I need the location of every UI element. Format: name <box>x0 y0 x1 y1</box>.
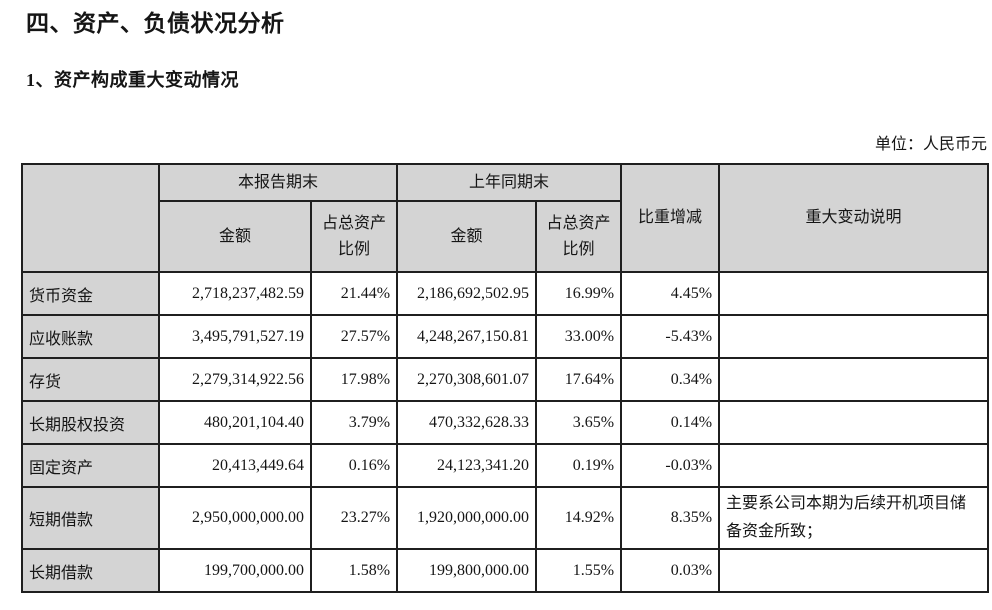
ratio-current-cell: 3.79% <box>309 400 399 445</box>
table-row: 货币资金 2,718,237,482.59 21.44% 2,186,692,5… <box>21 271 990 316</box>
amount-prior-cell: 2,186,692,502.95 <box>396 271 538 316</box>
ratio-current-cell: 0.16% <box>309 443 399 488</box>
header-ratio-prior: 占总资产比例 <box>535 200 623 273</box>
amount-prior-cell: 470,332,628.33 <box>396 400 538 445</box>
table-row: 长期借款 199,700,000.00 1.58% 199,800,000.00… <box>21 548 990 593</box>
amount-current-cell: 199,700,000.00 <box>158 548 312 593</box>
header-amount-current: 金额 <box>158 200 312 273</box>
note-cell: 主要系公司本期为后续开机项目储备资金所致； <box>718 486 990 550</box>
subsection-title: 1、资产构成重大变动情况 <box>26 70 239 90</box>
amount-current-cell: 480,201,104.40 <box>158 400 312 445</box>
change-cell: 0.14% <box>620 400 721 445</box>
asset-composition-table: 本报告期末 上年同期末 比重增减 重大变动说明 金额 占总资产比例 金额 占总资… <box>21 163 990 593</box>
table-row: 存货 2,279,314,922.56 17.98% 2,270,308,601… <box>21 357 990 402</box>
row-label-cell: 长期股权投资 <box>21 400 160 445</box>
corner-header-cell <box>21 163 160 273</box>
note-cell <box>718 400 990 445</box>
note-cell <box>718 357 990 402</box>
header-note: 重大变动说明 <box>718 163 990 273</box>
note-cell <box>718 548 990 593</box>
row-label-cell: 货币资金 <box>21 271 160 316</box>
note-cell <box>718 314 990 359</box>
amount-current-cell: 2,950,000,000.00 <box>158 486 312 550</box>
header-row-subcolumns: 金额 占总资产比例 金额 占总资产比例 <box>22 200 988 273</box>
amount-prior-cell: 4,248,267,150.81 <box>396 314 538 359</box>
amount-prior-cell: 24,123,341.20 <box>396 443 538 488</box>
ratio-prior-cell: 3.65% <box>535 400 623 445</box>
ratio-prior-cell: 33.00% <box>535 314 623 359</box>
amount-prior-cell: 199,800,000.00 <box>396 548 538 593</box>
header-ratio-current: 占总资产比例 <box>309 200 399 273</box>
ratio-current-cell: 17.98% <box>309 357 399 402</box>
change-cell: 8.35% <box>620 486 721 550</box>
ratio-prior-cell: 16.99% <box>535 271 623 316</box>
change-cell: 0.03% <box>620 548 721 593</box>
ratio-current-cell: 1.58% <box>309 548 399 593</box>
header-change: 比重增减 <box>620 163 721 273</box>
table-row: 应收账款 3,495,791,527.19 27.57% 4,248,267,1… <box>21 314 990 359</box>
header-amount-prior: 金额 <box>396 200 538 273</box>
row-label-cell: 固定资产 <box>21 443 160 488</box>
row-label-cell: 短期借款 <box>21 486 160 550</box>
ratio-prior-cell: 17.64% <box>535 357 623 402</box>
ratio-prior-cell: 14.92% <box>535 486 623 550</box>
amount-prior-cell: 2,270,308,601.07 <box>396 357 538 402</box>
change-cell: -5.43% <box>620 314 721 359</box>
amount-current-cell: 2,718,237,482.59 <box>158 271 312 316</box>
table-row: 固定资产 20,413,449.64 0.16% 24,123,341.20 0… <box>21 443 990 488</box>
ratio-current-cell: 21.44% <box>309 271 399 316</box>
change-cell: 4.45% <box>620 271 721 316</box>
ratio-prior-cell: 1.55% <box>535 548 623 593</box>
table-row: 短期借款 2,950,000,000.00 23.27% 1,920,000,0… <box>21 486 990 550</box>
table-row: 长期股权投资 480,201,104.40 3.79% 470,332,628.… <box>21 400 990 445</box>
note-cell <box>718 443 990 488</box>
row-label-cell: 存货 <box>21 357 160 402</box>
header-row-groups: 本报告期末 上年同期末 比重增减 重大变动说明 <box>21 163 990 273</box>
amount-prior-cell: 1,920,000,000.00 <box>396 486 538 550</box>
amount-current-cell: 3,495,791,527.19 <box>158 314 312 359</box>
note-cell <box>718 271 990 316</box>
header-current-period: 本报告期末 <box>157 163 399 202</box>
change-cell: 0.34% <box>620 357 721 402</box>
ratio-prior-cell: 0.19% <box>535 443 623 488</box>
ratio-current-cell: 27.57% <box>309 314 399 359</box>
ratio-current-cell: 23.27% <box>309 486 399 550</box>
row-label-cell: 应收账款 <box>21 314 160 359</box>
amount-current-cell: 20,413,449.64 <box>158 443 312 488</box>
currency-unit-label: 单位：人民币元 <box>874 136 987 153</box>
section-title: 四、资产、负债状况分析 <box>26 11 285 36</box>
amount-current-cell: 2,279,314,922.56 <box>158 357 312 402</box>
change-cell: -0.03% <box>620 443 721 488</box>
row-label-cell: 长期借款 <box>21 548 160 593</box>
header-prior-period: 上年同期末 <box>396 163 623 202</box>
